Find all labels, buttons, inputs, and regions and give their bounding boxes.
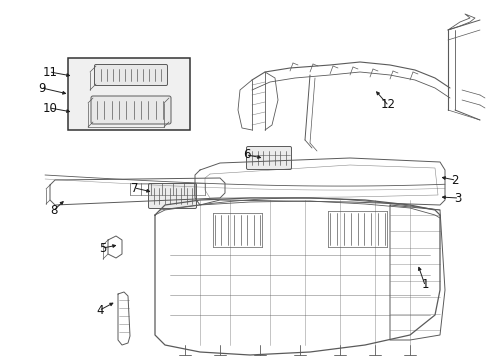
Text: 3: 3 [454, 192, 462, 204]
FancyBboxPatch shape [95, 64, 168, 85]
Text: 1: 1 [421, 279, 429, 292]
Bar [68, 58, 190, 130]
Text: 12: 12 [381, 99, 395, 112]
Text: 5: 5 [99, 242, 107, 255]
Text: 9: 9 [38, 81, 46, 94]
FancyBboxPatch shape [246, 147, 292, 170]
Text: 2: 2 [451, 174, 459, 186]
Text: 11: 11 [43, 66, 57, 78]
Text: 4: 4 [96, 303, 104, 316]
Text: 6: 6 [243, 148, 251, 162]
FancyBboxPatch shape [91, 96, 171, 124]
Text: 7: 7 [131, 181, 139, 194]
Text: 10: 10 [43, 102, 57, 114]
Text: 8: 8 [50, 203, 58, 216]
FancyBboxPatch shape [148, 184, 196, 208]
